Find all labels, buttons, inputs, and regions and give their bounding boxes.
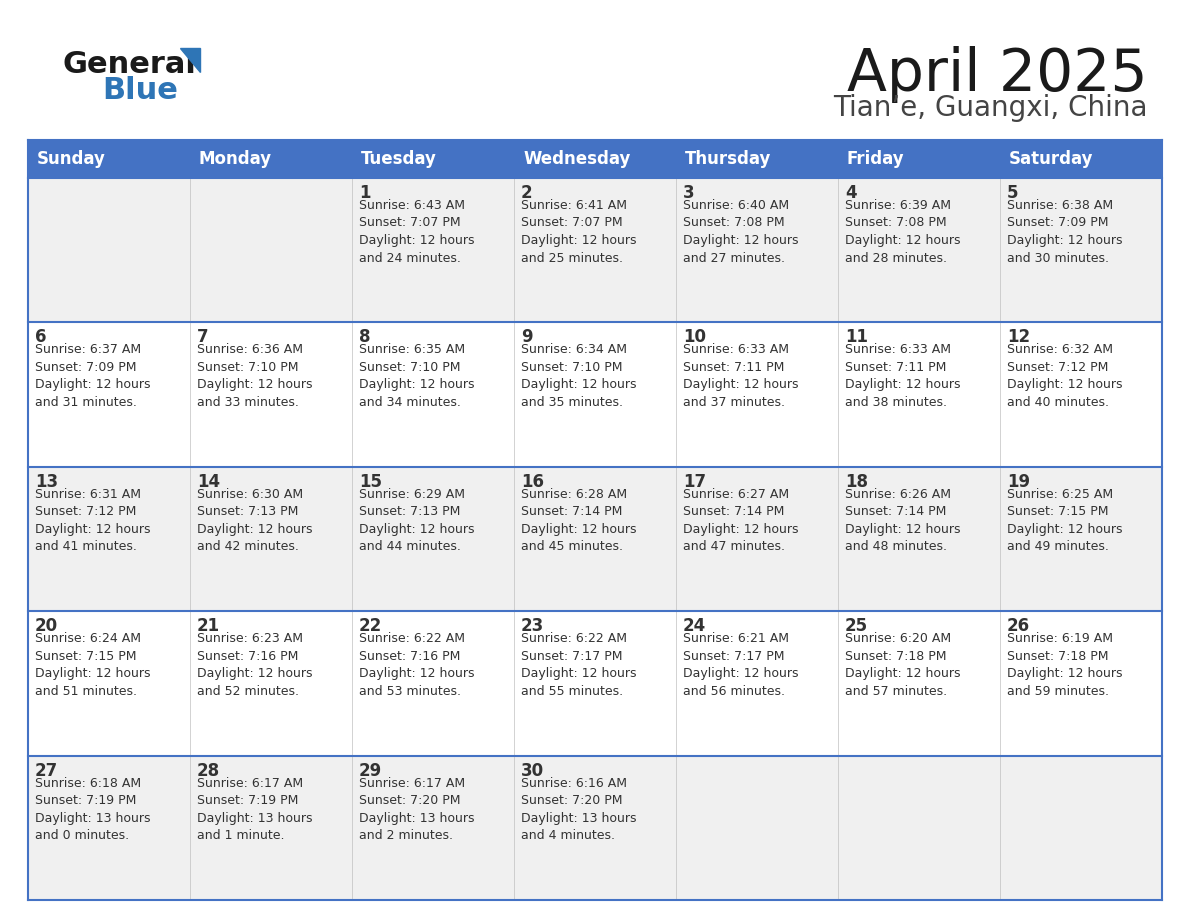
Text: 13: 13 [34, 473, 58, 491]
Bar [29, 140, 1162, 178]
Text: 14: 14 [197, 473, 220, 491]
Text: 22: 22 [359, 617, 383, 635]
Text: Sunrise: 6:27 AM
Sunset: 7:14 PM
Daylight: 12 hours
and 47 minutes.: Sunrise: 6:27 AM Sunset: 7:14 PM Dayligh… [683, 487, 798, 554]
Text: Sunrise: 6:29 AM
Sunset: 7:13 PM
Daylight: 12 hours
and 44 minutes.: Sunrise: 6:29 AM Sunset: 7:13 PM Dayligh… [359, 487, 474, 554]
Text: 18: 18 [845, 473, 868, 491]
Text: 9: 9 [522, 329, 532, 346]
Text: 8: 8 [359, 329, 371, 346]
Text: Sunday: Sunday [37, 150, 106, 168]
Text: Friday: Friday [847, 150, 904, 168]
Text: 23: 23 [522, 617, 544, 635]
Text: Sunrise: 6:19 AM
Sunset: 7:18 PM
Daylight: 12 hours
and 59 minutes.: Sunrise: 6:19 AM Sunset: 7:18 PM Dayligh… [1007, 633, 1123, 698]
Text: Sunrise: 6:33 AM
Sunset: 7:11 PM
Daylight: 12 hours
and 38 minutes.: Sunrise: 6:33 AM Sunset: 7:11 PM Dayligh… [845, 343, 961, 409]
Bar [29, 466, 1162, 611]
Text: 24: 24 [683, 617, 706, 635]
Text: 10: 10 [683, 329, 706, 346]
Text: Sunrise: 6:20 AM
Sunset: 7:18 PM
Daylight: 12 hours
and 57 minutes.: Sunrise: 6:20 AM Sunset: 7:18 PM Dayligh… [845, 633, 961, 698]
Text: Sunrise: 6:31 AM
Sunset: 7:12 PM
Daylight: 12 hours
and 41 minutes.: Sunrise: 6:31 AM Sunset: 7:12 PM Dayligh… [34, 487, 151, 554]
Text: 1: 1 [359, 184, 371, 202]
Text: Sunrise: 6:17 AM
Sunset: 7:19 PM
Daylight: 13 hours
and 1 minute.: Sunrise: 6:17 AM Sunset: 7:19 PM Dayligh… [197, 777, 312, 842]
Text: 21: 21 [197, 617, 220, 635]
Text: Wednesday: Wednesday [523, 150, 631, 168]
Text: Sunrise: 6:38 AM
Sunset: 7:09 PM
Daylight: 12 hours
and 30 minutes.: Sunrise: 6:38 AM Sunset: 7:09 PM Dayligh… [1007, 199, 1123, 264]
Text: Sunrise: 6:39 AM
Sunset: 7:08 PM
Daylight: 12 hours
and 28 minutes.: Sunrise: 6:39 AM Sunset: 7:08 PM Dayligh… [845, 199, 961, 264]
Text: 30: 30 [522, 762, 544, 779]
Text: Sunrise: 6:33 AM
Sunset: 7:11 PM
Daylight: 12 hours
and 37 minutes.: Sunrise: 6:33 AM Sunset: 7:11 PM Dayligh… [683, 343, 798, 409]
Text: 28: 28 [197, 762, 220, 779]
Text: Sunrise: 6:16 AM
Sunset: 7:20 PM
Daylight: 13 hours
and 4 minutes.: Sunrise: 6:16 AM Sunset: 7:20 PM Dayligh… [522, 777, 637, 842]
Text: 11: 11 [845, 329, 868, 346]
Text: Sunrise: 6:37 AM
Sunset: 7:09 PM
Daylight: 12 hours
and 31 minutes.: Sunrise: 6:37 AM Sunset: 7:09 PM Dayligh… [34, 343, 151, 409]
Text: Thursday: Thursday [685, 150, 771, 168]
Text: 2: 2 [522, 184, 532, 202]
Text: Sunrise: 6:23 AM
Sunset: 7:16 PM
Daylight: 12 hours
and 52 minutes.: Sunrise: 6:23 AM Sunset: 7:16 PM Dayligh… [197, 633, 312, 698]
Text: Sunrise: 6:21 AM
Sunset: 7:17 PM
Daylight: 12 hours
and 56 minutes.: Sunrise: 6:21 AM Sunset: 7:17 PM Dayligh… [683, 633, 798, 698]
Text: April 2025: April 2025 [847, 46, 1148, 103]
Text: Tuesday: Tuesday [361, 150, 437, 168]
Text: Sunrise: 6:36 AM
Sunset: 7:10 PM
Daylight: 12 hours
and 33 minutes.: Sunrise: 6:36 AM Sunset: 7:10 PM Dayligh… [197, 343, 312, 409]
Text: Saturday: Saturday [1009, 150, 1093, 168]
Text: 4: 4 [845, 184, 857, 202]
Text: Sunrise: 6:24 AM
Sunset: 7:15 PM
Daylight: 12 hours
and 51 minutes.: Sunrise: 6:24 AM Sunset: 7:15 PM Dayligh… [34, 633, 151, 698]
Text: 5: 5 [1007, 184, 1018, 202]
Text: 25: 25 [845, 617, 868, 635]
Text: Tian’e, Guangxi, China: Tian’e, Guangxi, China [834, 94, 1148, 122]
Text: Sunrise: 6:28 AM
Sunset: 7:14 PM
Daylight: 12 hours
and 45 minutes.: Sunrise: 6:28 AM Sunset: 7:14 PM Dayligh… [522, 487, 637, 554]
Bar [29, 322, 1162, 466]
Text: 27: 27 [34, 762, 58, 779]
Text: Sunrise: 6:22 AM
Sunset: 7:17 PM
Daylight: 12 hours
and 55 minutes.: Sunrise: 6:22 AM Sunset: 7:17 PM Dayligh… [522, 633, 637, 698]
Text: 16: 16 [522, 473, 544, 491]
Text: Sunrise: 6:17 AM
Sunset: 7:20 PM
Daylight: 13 hours
and 2 minutes.: Sunrise: 6:17 AM Sunset: 7:20 PM Dayligh… [359, 777, 474, 842]
Text: 3: 3 [683, 184, 695, 202]
Text: Monday: Monday [200, 150, 272, 168]
Text: Sunrise: 6:25 AM
Sunset: 7:15 PM
Daylight: 12 hours
and 49 minutes.: Sunrise: 6:25 AM Sunset: 7:15 PM Dayligh… [1007, 487, 1123, 554]
Text: 12: 12 [1007, 329, 1030, 346]
Text: Sunrise: 6:18 AM
Sunset: 7:19 PM
Daylight: 13 hours
and 0 minutes.: Sunrise: 6:18 AM Sunset: 7:19 PM Dayligh… [34, 777, 151, 842]
Text: Sunrise: 6:22 AM
Sunset: 7:16 PM
Daylight: 12 hours
and 53 minutes.: Sunrise: 6:22 AM Sunset: 7:16 PM Dayligh… [359, 633, 474, 698]
Bar [29, 178, 1162, 322]
Text: General: General [62, 50, 196, 79]
Text: Blue: Blue [102, 76, 178, 105]
Text: 26: 26 [1007, 617, 1030, 635]
Text: 29: 29 [359, 762, 383, 779]
Text: 19: 19 [1007, 473, 1030, 491]
Text: Sunrise: 6:30 AM
Sunset: 7:13 PM
Daylight: 12 hours
and 42 minutes.: Sunrise: 6:30 AM Sunset: 7:13 PM Dayligh… [197, 487, 312, 554]
Text: 6: 6 [34, 329, 46, 346]
Text: Sunrise: 6:35 AM
Sunset: 7:10 PM
Daylight: 12 hours
and 34 minutes.: Sunrise: 6:35 AM Sunset: 7:10 PM Dayligh… [359, 343, 474, 409]
Text: Sunrise: 6:26 AM
Sunset: 7:14 PM
Daylight: 12 hours
and 48 minutes.: Sunrise: 6:26 AM Sunset: 7:14 PM Dayligh… [845, 487, 961, 554]
Text: 20: 20 [34, 617, 58, 635]
Text: Sunrise: 6:32 AM
Sunset: 7:12 PM
Daylight: 12 hours
and 40 minutes.: Sunrise: 6:32 AM Sunset: 7:12 PM Dayligh… [1007, 343, 1123, 409]
Text: Sunrise: 6:41 AM
Sunset: 7:07 PM
Daylight: 12 hours
and 25 minutes.: Sunrise: 6:41 AM Sunset: 7:07 PM Dayligh… [522, 199, 637, 264]
Text: 17: 17 [683, 473, 706, 491]
Polygon shape [181, 48, 200, 72]
Text: Sunrise: 6:34 AM
Sunset: 7:10 PM
Daylight: 12 hours
and 35 minutes.: Sunrise: 6:34 AM Sunset: 7:10 PM Dayligh… [522, 343, 637, 409]
Text: Sunrise: 6:43 AM
Sunset: 7:07 PM
Daylight: 12 hours
and 24 minutes.: Sunrise: 6:43 AM Sunset: 7:07 PM Dayligh… [359, 199, 474, 264]
Text: 7: 7 [197, 329, 209, 346]
Bar [29, 611, 1162, 756]
Text: Sunrise: 6:40 AM
Sunset: 7:08 PM
Daylight: 12 hours
and 27 minutes.: Sunrise: 6:40 AM Sunset: 7:08 PM Dayligh… [683, 199, 798, 264]
Text: 15: 15 [359, 473, 383, 491]
Bar [29, 756, 1162, 900]
